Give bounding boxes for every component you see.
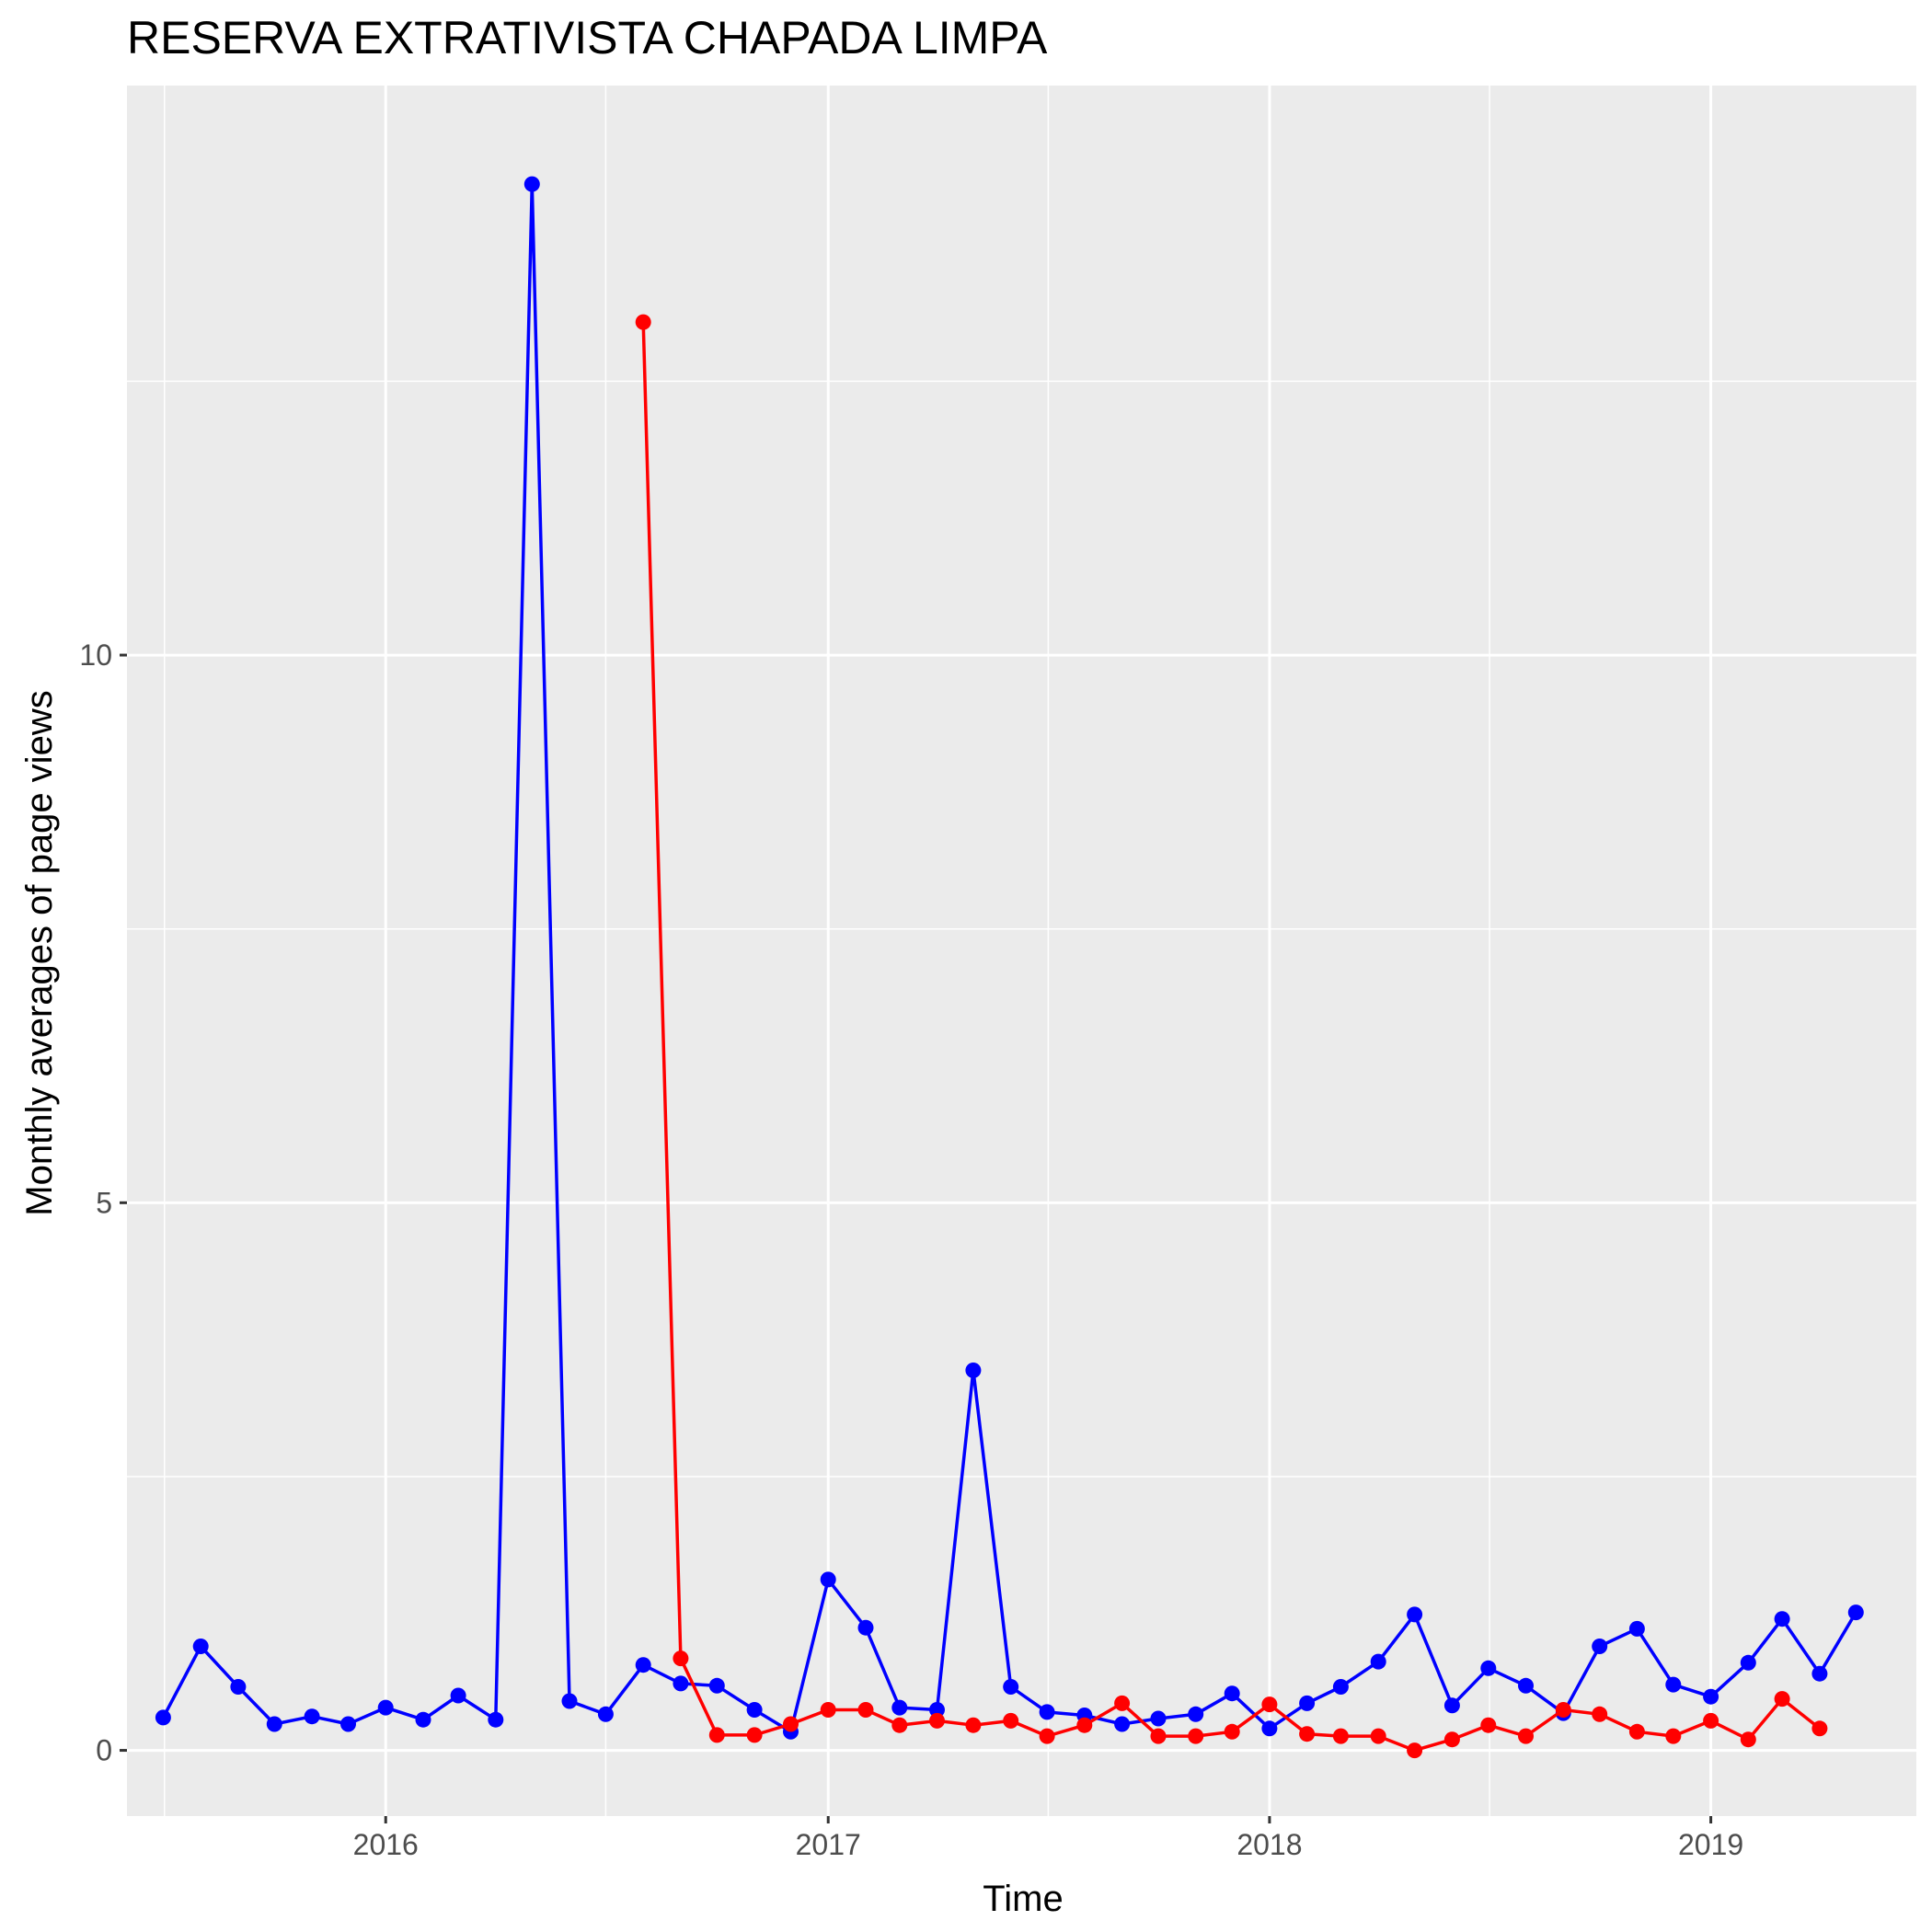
data-point [1370, 1728, 1386, 1744]
data-point [1703, 1688, 1719, 1705]
data-point [965, 1717, 982, 1733]
data-point [708, 1677, 725, 1694]
data-point [1407, 1606, 1423, 1623]
data-point [597, 1706, 614, 1722]
data-point [1332, 1679, 1349, 1695]
x-axis-title: Time [983, 1879, 1063, 1919]
grid-major [127, 86, 1916, 1816]
data-point [1114, 1716, 1131, 1732]
data-point [1299, 1695, 1316, 1711]
data-point [1628, 1723, 1645, 1740]
data-point [1592, 1639, 1608, 1654]
data-point [1039, 1728, 1055, 1744]
data-point [1592, 1706, 1608, 1722]
data-point [965, 1363, 982, 1378]
data-point [1665, 1728, 1682, 1744]
series-layer [155, 176, 1864, 1759]
data-point [1443, 1697, 1460, 1714]
data-point [1188, 1706, 1204, 1722]
data-point [820, 1702, 836, 1718]
x-tick-label: 2019 [1678, 1828, 1743, 1861]
data-point [708, 1727, 725, 1743]
data-point [1188, 1728, 1204, 1744]
series-red [635, 314, 1828, 1759]
data-point [488, 1711, 504, 1728]
data-point [1740, 1731, 1756, 1748]
data-point [1847, 1604, 1864, 1621]
data-point [1039, 1704, 1055, 1720]
data-point [1518, 1728, 1534, 1744]
data-point [1480, 1717, 1497, 1733]
data-point [561, 1693, 578, 1709]
data-point [857, 1702, 874, 1718]
data-point [891, 1699, 908, 1716]
data-point [1774, 1611, 1790, 1627]
y-tick-label: 0 [96, 1734, 112, 1767]
data-point [1811, 1665, 1828, 1682]
data-point [1261, 1696, 1278, 1713]
grid-minor [127, 86, 1916, 1816]
data-point [1224, 1685, 1240, 1702]
data-point [673, 1675, 689, 1692]
data-point [415, 1711, 431, 1728]
data-point [891, 1717, 908, 1733]
data-point [304, 1708, 320, 1725]
data-point [1003, 1712, 1019, 1729]
data-point [1555, 1702, 1571, 1718]
plot-panel [127, 86, 1916, 1816]
data-point [746, 1727, 763, 1743]
data-point [1811, 1720, 1828, 1737]
data-point [1774, 1691, 1790, 1708]
data-point [1150, 1728, 1167, 1744]
data-point [1480, 1660, 1497, 1676]
data-point [1150, 1710, 1167, 1727]
chart-title: RESERVA EXTRATIVISTA CHAPADA LIMPA [127, 12, 1048, 63]
data-point [1114, 1695, 1131, 1711]
data-point [340, 1716, 356, 1732]
data-point [1703, 1712, 1719, 1729]
data-point [1665, 1676, 1682, 1693]
data-point [1003, 1679, 1019, 1695]
data-point [523, 176, 540, 192]
data-point [783, 1716, 799, 1732]
data-point [820, 1571, 836, 1588]
data-point [1299, 1726, 1316, 1742]
data-point [266, 1716, 282, 1732]
data-point [377, 1699, 394, 1716]
data-point [929, 1702, 945, 1718]
x-tick-label: 2017 [796, 1828, 861, 1861]
data-point [1628, 1620, 1645, 1637]
axis-ticks: 0 5 10 2016 2017 2018 2019 [79, 638, 1743, 1861]
data-point [1370, 1653, 1386, 1670]
x-tick-label: 2018 [1236, 1828, 1302, 1861]
data-point [635, 314, 651, 330]
data-point [1261, 1720, 1278, 1737]
data-point [1332, 1728, 1349, 1744]
data-point [1224, 1723, 1240, 1740]
data-point [192, 1639, 209, 1654]
data-point [857, 1619, 874, 1636]
data-point [929, 1712, 945, 1729]
y-axis-title: Monthly averages of page views [19, 690, 60, 1215]
data-point [450, 1687, 466, 1704]
data-point [635, 1657, 651, 1673]
data-point [230, 1679, 247, 1695]
series-blue [155, 176, 1864, 1740]
data-point [1518, 1677, 1534, 1694]
y-tick-label: 5 [96, 1186, 112, 1219]
data-point [1076, 1717, 1093, 1733]
y-tick-label: 10 [79, 638, 112, 672]
data-point [673, 1650, 689, 1667]
data-point [1443, 1731, 1460, 1748]
x-tick-label: 2016 [353, 1828, 419, 1861]
data-point [1740, 1654, 1756, 1671]
data-point [155, 1709, 171, 1726]
data-point [1407, 1742, 1423, 1759]
data-point [746, 1702, 763, 1718]
